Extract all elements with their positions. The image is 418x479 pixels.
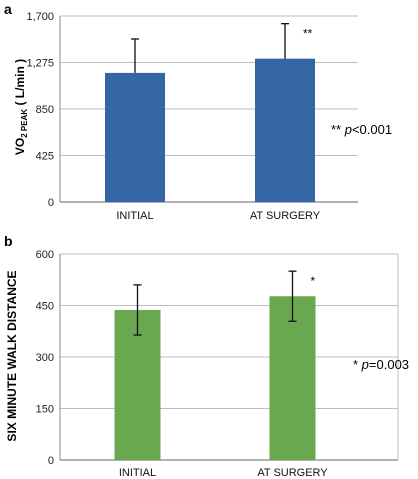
panel-b-category-label: AT SURGERY <box>257 467 328 479</box>
panel-a-significance-mark: ** <box>303 27 313 41</box>
panel-b-p-prefix: * <box>353 357 362 372</box>
panel-a-ytick-label: 1,700 <box>26 11 54 23</box>
panel-b-ytick-label: 450 <box>36 301 54 313</box>
panel-a-category-label: AT SURGERY <box>250 210 321 222</box>
panel-a-p-italic: p <box>344 122 352 137</box>
panel-b-ytick-label: 0 <box>48 455 54 467</box>
panel-a-ytick-label: 850 <box>36 104 54 116</box>
panel-b-ytick-label: 300 <box>36 352 54 364</box>
panel-a-ytick-label: 1,275 <box>26 58 54 70</box>
panel-a-ylabel-sub: 2 PEAK <box>20 109 29 138</box>
panel-b-p-italic: p <box>361 357 369 372</box>
panel-a-label: a <box>4 1 12 17</box>
panel-b-p-value: =0.003 <box>369 357 409 372</box>
panel-a-bar <box>105 72 165 202</box>
panel-b-chart: 0 150 300 450 600 INITIAL AT SURGERY * <box>36 249 399 479</box>
panel-a-bar <box>255 58 315 202</box>
panel-a-p-note: ** p<0.001 <box>331 122 392 137</box>
panel-a-ytick-label: 425 <box>36 151 54 163</box>
panel-a-p-value: <0.001 <box>352 122 392 137</box>
panel-b-significance-mark: * <box>311 274 316 288</box>
panel-b-ytick-label: 600 <box>36 249 54 261</box>
panel-a-ylabel-main: VO <box>13 138 27 155</box>
panel-a-ylabel: VO2 PEAK ( L/min ) <box>13 59 29 155</box>
panel-a-p-prefix: ** <box>331 122 345 137</box>
panel-a-ylabel-tail: ( L/min ) <box>13 59 27 109</box>
panel-b-category-label: INITIAL <box>119 467 156 479</box>
panel-b-ylabel: SIX MINUTE WALK DISTANCE <box>5 270 19 441</box>
panel-a-category-label: INITIAL <box>116 210 153 222</box>
panel-b-p-note: * p=0.003 <box>353 357 409 372</box>
panel-a-chart: 0 425 850 1,275 1,700 INITIAL AT SURGERY ** <box>26 11 358 222</box>
panel-b-bar <box>269 296 316 460</box>
panel-b-label: b <box>4 233 13 249</box>
panel-a-ytick-label: 0 <box>48 197 54 209</box>
panel-b-ytick-label: 150 <box>36 404 54 416</box>
